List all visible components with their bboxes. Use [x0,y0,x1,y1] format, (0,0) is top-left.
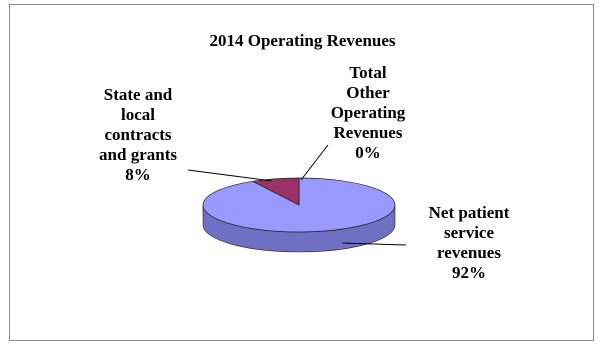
leader-line-net [342,242,407,246]
chart-title: 2014 Operating Revenues [209,31,396,50]
pie-chart [187,144,407,253]
leader-line-other [300,144,329,181]
slice-label-net-patient: Net patient service revenues 92% [428,203,510,282]
chart-frame: 2014 Operating Revenues State and local … [9,4,594,341]
leader-line-state [187,169,272,182]
leader-lines [187,144,407,246]
pie-slices [202,177,396,233]
slice-label-state-contracts: State and local contracts and grants 8% [99,85,177,184]
slice-label-other-operating: Total Other Operating Revenues 0% [330,63,406,162]
